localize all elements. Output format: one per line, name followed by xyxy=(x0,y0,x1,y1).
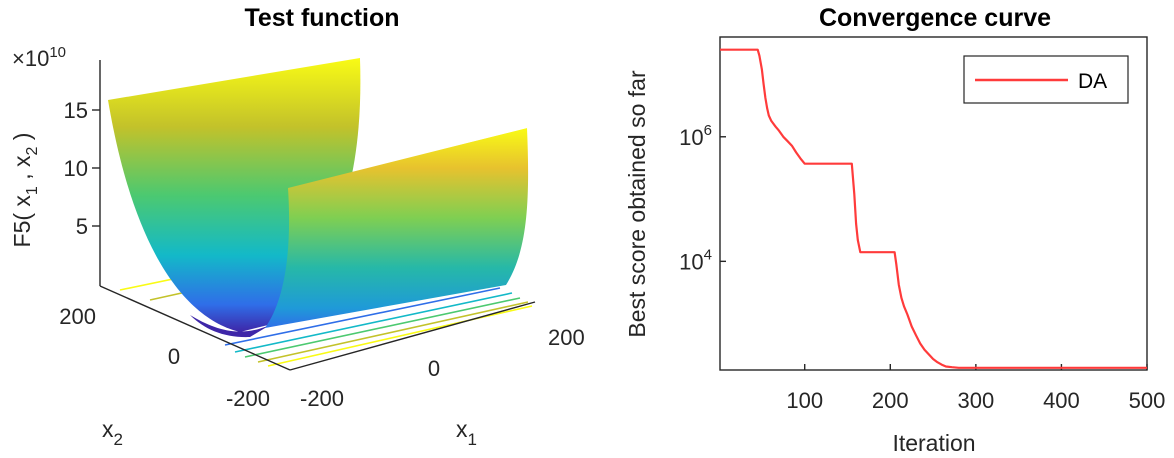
convergence-plot-title: Convergence curve xyxy=(819,4,1051,32)
contour-line xyxy=(257,301,529,363)
contour-line xyxy=(267,305,533,367)
y-tick-label: 106 xyxy=(679,122,712,150)
y-tick-label-0: 0 xyxy=(168,344,180,369)
y-label-sub: 2 xyxy=(114,430,123,449)
z-tick-label-10: 10 xyxy=(64,156,88,181)
y-tick-label-200: 200 xyxy=(59,304,96,329)
surface-valley xyxy=(190,315,270,338)
x-tick-label: 200 xyxy=(872,388,909,413)
x-ticks: 100 200 300 400 500 xyxy=(786,364,1165,413)
z-tick-label-5: 5 xyxy=(76,214,88,239)
surface-plot: Test function ×1010 15 10 5 F5( x1 , x2 … xyxy=(9,4,585,449)
x-axis-label: x1 xyxy=(456,416,477,449)
x-tick-label-neg200: -200 xyxy=(300,386,344,411)
z-exponent-label: ×1010 xyxy=(12,44,66,71)
y-label-text: x xyxy=(102,416,114,442)
x-tick-label-0: 0 xyxy=(428,356,440,381)
plot-area-box xyxy=(719,36,1148,371)
x-label-text: x xyxy=(456,416,468,442)
surface-plot-title: Test function xyxy=(244,4,399,32)
y-tick-label-neg200: -200 xyxy=(226,386,270,411)
y-tick-label: 104 xyxy=(679,246,712,274)
x-tick-label-200: 200 xyxy=(548,325,585,350)
z-axis-label: F5( x1 , x2 ) xyxy=(9,133,41,248)
x-axis-line xyxy=(289,301,536,371)
y-axis-label: x2 xyxy=(102,416,123,449)
z-label-prefix: F5( x xyxy=(9,195,35,248)
x-tick-label: 100 xyxy=(786,388,823,413)
legend-label-da: DA xyxy=(1078,70,1107,93)
contour-line xyxy=(234,292,513,353)
y-axis-line xyxy=(99,285,291,371)
surface-right-wall xyxy=(265,128,529,328)
z-exponent-base: ×10 xyxy=(12,46,49,71)
x-tick-label: 300 xyxy=(957,388,994,413)
z-label-sub1: 1 xyxy=(24,186,41,195)
x-label-sub: 1 xyxy=(468,430,477,449)
convergence-y-axis-label: Best score obtained so far xyxy=(624,70,650,338)
z-label-suffix: ) xyxy=(9,133,35,147)
z-tick-label-15: 15 xyxy=(64,98,88,123)
surface-back-face xyxy=(360,58,527,168)
legend: DA xyxy=(963,55,1129,104)
contour-line xyxy=(244,297,521,358)
convergence-plot: Convergence curve 104 106 100 200 300 400 500… xyxy=(624,4,1165,456)
series-line-da xyxy=(720,48,1147,369)
x-tick-label: 400 xyxy=(1043,388,1080,413)
z-label-sub2: 2 xyxy=(24,147,41,156)
contour-line xyxy=(224,287,501,346)
convergence-x-axis-label: Iteration xyxy=(892,430,975,456)
y-ticks: 104 106 xyxy=(679,122,726,274)
z-exponent-power: 10 xyxy=(49,44,66,61)
x-tick-label: 500 xyxy=(1129,388,1166,413)
z-label-mid: , x xyxy=(9,155,35,186)
